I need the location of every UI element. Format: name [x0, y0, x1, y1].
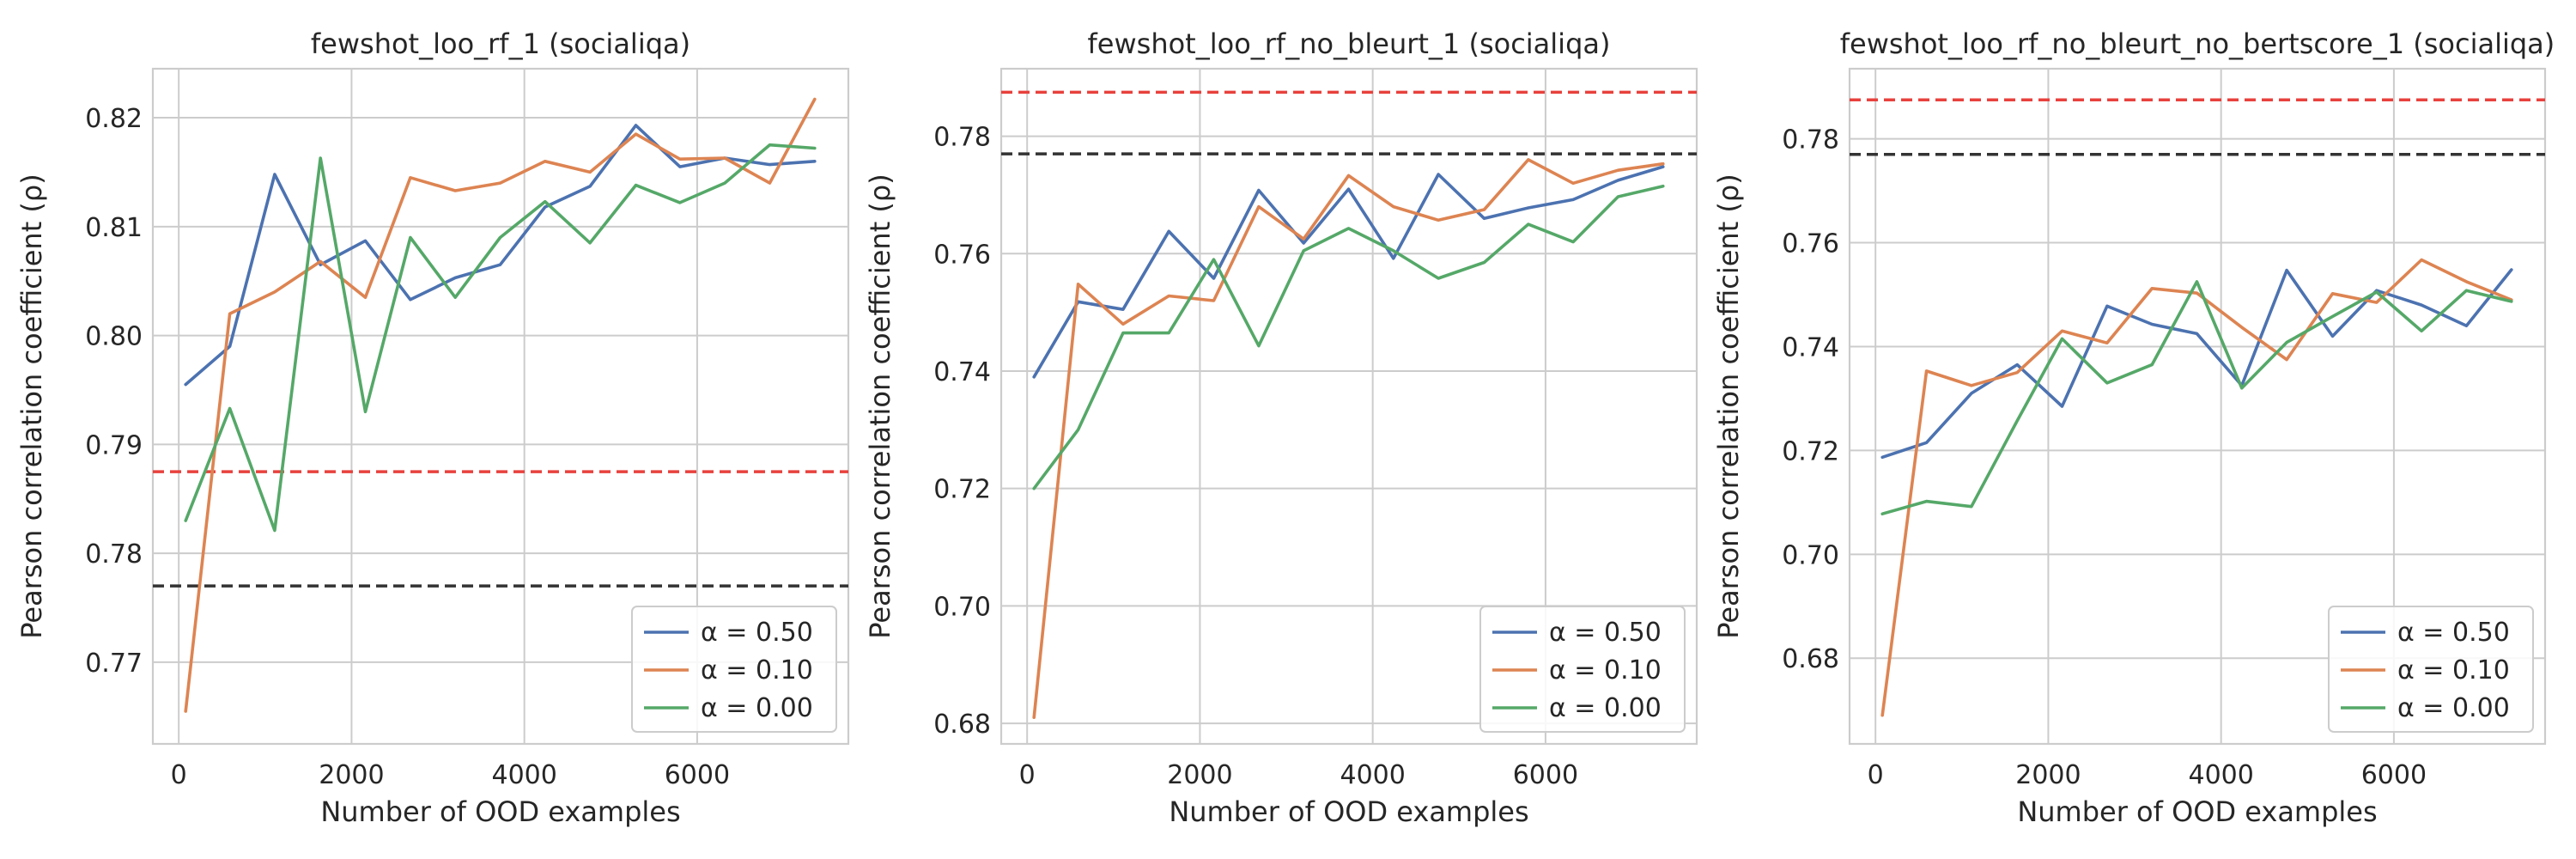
series-line-2 [1880, 258, 2513, 717]
x-tick-label: 2000 [2015, 760, 2081, 790]
x-tick-label: 0 [1019, 760, 1036, 790]
x-tick-label: 0 [1868, 760, 1884, 790]
y-axis-label: Pearson correlation coefficient (ρ) [15, 174, 48, 638]
series-line-3 [1880, 280, 2513, 516]
x-tick-label: 0 [171, 760, 187, 790]
legend-label: α = 0.00 [701, 693, 813, 723]
chart-title: fewshot_loo_rf_no_bleurt_1 (socialiqa) [1088, 27, 1611, 60]
y-tick-label: 0.70 [933, 592, 991, 622]
y-tick-label: 0.81 [85, 213, 143, 243]
legend: α = 0.50 α = 0.10 α = 0.00 [1479, 606, 1686, 733]
y-tick-label: 0.68 [933, 710, 991, 740]
series-line-1 [184, 124, 817, 387]
legend-label: α = 0.50 [2397, 618, 2510, 648]
x-tick-label: 2000 [1167, 760, 1232, 790]
y-tick-label: 0.76 [933, 240, 991, 270]
legend-label: α = 0.00 [1549, 693, 1662, 723]
y-tick-label: 0.79 [85, 430, 143, 460]
y-axis-label: Pearson correlation coefficient (ρ) [1712, 174, 1745, 638]
y-tick-label: 0.74 [933, 357, 991, 387]
y-tick-label: 0.70 [1782, 540, 1839, 570]
legend-label: α = 0.50 [701, 618, 813, 648]
y-tick-label: 0.78 [1782, 125, 1839, 155]
x-tick-label: 2000 [319, 760, 384, 790]
y-tick-label: 0.78 [85, 539, 143, 570]
chart-panel-2: 0 2000 4000 6000 0.68 0.70 0.72 0.74 0.76 0.78 few… [864, 27, 1698, 828]
x-tick-label: 6000 [2361, 760, 2427, 790]
y-tick-label: 0.78 [933, 123, 991, 153]
legend-label: α = 0.50 [1549, 618, 1662, 648]
legend-label: α = 0.00 [2397, 693, 2510, 723]
y-tick-label: 0.74 [1782, 332, 1839, 362]
series-line-2 [184, 97, 817, 713]
legend-box [2328, 606, 2534, 733]
y-tick-label: 0.80 [85, 322, 143, 352]
series-line-1 [1880, 268, 2513, 460]
legend-label: α = 0.10 [1549, 655, 1662, 685]
x-tick-label: 6000 [1513, 760, 1578, 790]
y-tick-label: 0.68 [1782, 644, 1839, 674]
chart-panel-1: 0 2000 4000 6000 0.77 0.78 0.79 0.80 0.81 0.82 few… [15, 27, 850, 828]
chart-panel-3: 0 2000 4000 6000 0.68 0.70 0.72 0.74 0.76 0.78 few… [1712, 27, 2555, 828]
chart-title: fewshot_loo_rf_1 (socialiqa) [311, 27, 690, 60]
x-tick-label: 4000 [1340, 760, 1405, 790]
series-line-3 [1032, 184, 1665, 490]
y-tick-label: 0.72 [1782, 436, 1839, 466]
x-tick-label: 4000 [491, 760, 556, 790]
y-tick-label: 0.76 [1782, 229, 1839, 259]
x-axis-label: Number of OOD examples [2017, 795, 2377, 828]
x-axis-label: Number of OOD examples [1169, 795, 1528, 828]
x-tick-label: 4000 [2188, 760, 2253, 790]
y-tick-label: 0.82 [85, 104, 143, 134]
legend-label: α = 0.10 [701, 655, 813, 685]
series-line-1 [1032, 165, 1665, 379]
y-axis-label: Pearson correlation coefficient (ρ) [864, 174, 896, 638]
y-tick-label: 0.72 [933, 475, 991, 505]
legend-box [1479, 606, 1686, 733]
legend-box [631, 606, 837, 733]
x-tick-label: 6000 [665, 760, 730, 790]
legend: α = 0.50 α = 0.10 α = 0.00 [631, 606, 837, 733]
chart-title: fewshot_loo_rf_no_bleurt_no_bertscore_1 … [1840, 27, 2555, 60]
series-line-2 [1032, 158, 1665, 720]
y-tick-label: 0.77 [85, 649, 143, 679]
series-line-3 [184, 143, 817, 533]
legend: α = 0.50 α = 0.10 α = 0.00 [2328, 606, 2534, 733]
x-axis-label: Number of OOD examples [320, 795, 680, 828]
legend-label: α = 0.10 [2397, 655, 2510, 685]
